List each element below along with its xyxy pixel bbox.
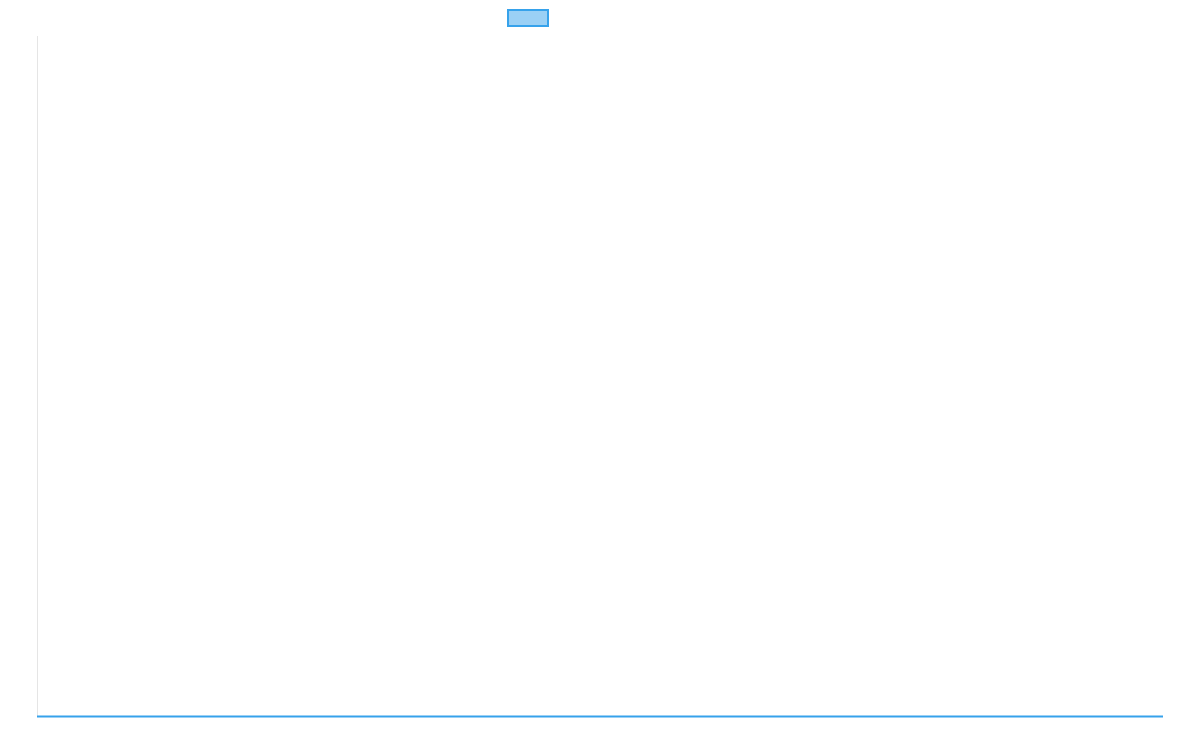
legend-swatch[interactable] (507, 9, 549, 27)
